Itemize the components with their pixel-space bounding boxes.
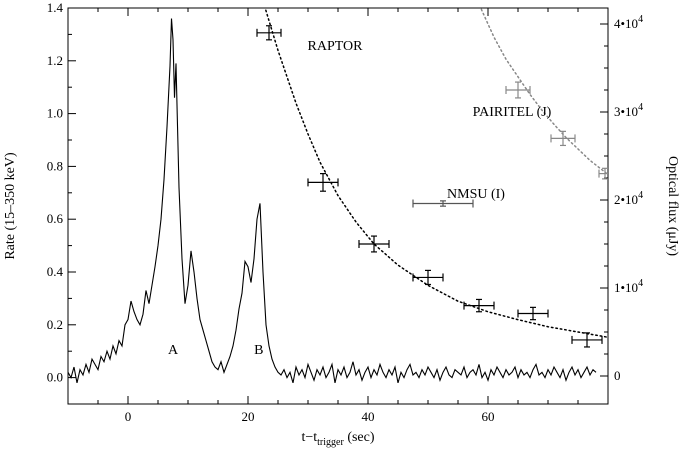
y-left-tick-label: 0.0 <box>47 370 63 385</box>
optical-point <box>463 298 495 313</box>
light-curve-line <box>68 18 597 384</box>
optical-point <box>307 173 339 192</box>
annotation-a: A <box>168 343 179 358</box>
y-right-axis-title: Optical flux (μJy) <box>665 156 680 256</box>
x-tick-label: 60 <box>482 409 495 424</box>
optical-point <box>412 199 474 208</box>
ticks-layer: 0 20 40 60 0.0 0.2 0.4 0.6 0.8 1.0 1.2 1.4 0 1•104 2•1… <box>47 0 643 424</box>
y-right-tick-label: 2•104 <box>614 190 643 207</box>
axes-frame <box>67 7 609 405</box>
x-tick-label: 20 <box>242 409 255 424</box>
data-layer <box>68 8 608 384</box>
x-axis-title-unit: (sec) <box>344 430 375 445</box>
optical-point <box>358 235 390 253</box>
y-right-tick-label: 4•104 <box>614 14 643 31</box>
annotation-pairitel-j: PAIRITEL (J) <box>473 105 552 120</box>
y-left-tick-label: 0.2 <box>47 317 63 332</box>
optical-point <box>571 332 603 348</box>
annotation-nmsu-i: NMSU (I) <box>447 187 505 202</box>
optical-point <box>550 130 576 147</box>
y-right-tick-label: 3•104 <box>614 102 643 119</box>
fit-curve-2 <box>480 8 608 176</box>
annotation-b: B <box>254 343 263 358</box>
x-tick-label: 0 <box>125 409 132 424</box>
labels-layer: t−ttrigger (sec) Rate (15–350 keV) Optic… <box>3 39 680 448</box>
y-left-tick-label: 1.2 <box>47 53 63 68</box>
optical-point <box>256 25 282 41</box>
y-right-tick-label: 0 <box>614 368 621 383</box>
y-left-tick-label: 0.6 <box>47 211 64 226</box>
optical-point <box>517 306 549 321</box>
x-axis-title: t−ttrigger (sec) <box>301 430 374 448</box>
x-axis-title-subscript: trigger <box>317 437 344 448</box>
x-axis-title-main: t−t <box>301 430 317 445</box>
optical-point <box>505 81 531 99</box>
y-right-tick-label: 1•104 <box>614 278 643 295</box>
optical-point <box>598 167 608 180</box>
optical-point <box>412 269 444 286</box>
annotation-raptor: RAPTOR <box>308 39 364 54</box>
y-left-axis-title: Rate (15–350 keV) <box>3 152 18 260</box>
y-left-tick-label: 1.0 <box>47 106 63 121</box>
plot-area-frame <box>67 7 609 405</box>
y-left-tick-label: 0.8 <box>47 158 63 173</box>
y-left-tick-label: 0.4 <box>47 264 64 279</box>
y-left-tick-label: 1.4 <box>47 0 64 15</box>
x-tick-label: 40 <box>362 409 375 424</box>
